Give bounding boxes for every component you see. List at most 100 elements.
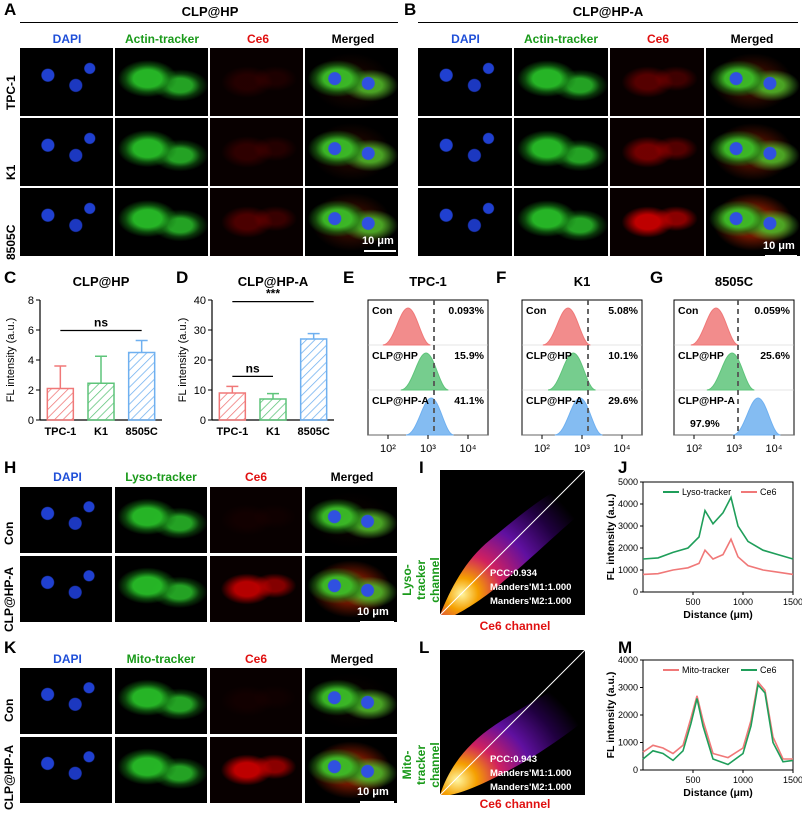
gridA-cell-r0-c3 xyxy=(305,48,398,116)
chart-M-ylabel: FL intensity (a.u.) xyxy=(605,672,617,759)
chart-C-ytick-label-2: 4 xyxy=(28,355,34,367)
chart-G-xtick-label-0: 10² xyxy=(686,443,702,455)
chart-E-series-name-1: CLP@HP xyxy=(372,350,418,362)
chart-J-xtick-label-0: 500 xyxy=(685,597,700,607)
chart-J-frame xyxy=(642,481,794,593)
chart-M-legend-label-0: Mito-tracker xyxy=(682,665,730,675)
gridB-cell-r2-c0 xyxy=(418,188,512,256)
gridH-cell-r1-c2 xyxy=(210,556,302,622)
panel-i-m2: Manders'M2:1.000 xyxy=(490,596,571,607)
panel-l-diagonal xyxy=(439,650,586,796)
panel-b-channel-ce6: Ce6 xyxy=(646,32,669,46)
chart-C-bar-2 xyxy=(127,351,156,421)
gridA-cell-r2-c0 xyxy=(20,188,113,256)
panel-a-title: CLP@HP xyxy=(181,4,239,19)
panel-b-scale-bar xyxy=(765,255,797,257)
panel-a-scale-label: 10 μm xyxy=(362,235,394,247)
chart-D-ylabel: FL intensity (a.u.) xyxy=(177,318,189,403)
gridK-cell-r0-c1 xyxy=(115,668,207,734)
panel-h-channel-merged: Merged xyxy=(330,470,374,484)
chart-D-ytick-label-0: 0 xyxy=(200,415,206,427)
panel-l-pcc: PCC:0.943 xyxy=(490,754,537,765)
gridH-cell-r1-c0 xyxy=(20,556,112,622)
gridK-cell-r0-c0 xyxy=(20,668,112,734)
panel-h-channel-lyso: Lyso-tracker xyxy=(125,470,197,484)
chart-d: CLP@HP-A 0 10 20 30 40 FL intensity (a.u.) TPC-… xyxy=(177,274,334,438)
chart-G-series-name-1: CLP@HP xyxy=(678,350,724,362)
panel-i-m1: Manders'M1:1.000 xyxy=(490,582,571,593)
panel-b-divider xyxy=(418,22,798,23)
panel-label-a: A xyxy=(4,0,17,19)
chart-F-series-name-0: Con xyxy=(526,305,546,317)
chart-G-title: 8505C xyxy=(715,274,754,289)
gridK-cell-r1-c2 xyxy=(210,737,302,803)
panel-l-scatter: PCC:0.943 Manders'M1:1.000 Manders'M2:1.… xyxy=(439,650,586,796)
chart-F-title: K1 xyxy=(574,274,591,289)
panel-label-l: L xyxy=(419,638,430,657)
chart-E-title: TPC-1 xyxy=(409,274,447,289)
gridB-cell-r0-c0 xyxy=(418,48,512,116)
chart-E-xtick-label-1: 10³ xyxy=(420,443,436,455)
panel-label-m: M xyxy=(618,638,633,657)
panel-k-channel-mito: Mito-tracker xyxy=(126,652,196,666)
chart-C-ylabel: FL intensity (a.u.) xyxy=(5,318,17,403)
panel-label-k: K xyxy=(4,638,17,657)
panel-label-h: H xyxy=(4,458,17,477)
chart-M-ytick-label-2: 2000 xyxy=(618,710,638,720)
chart-G-xtick-label-2: 10⁴ xyxy=(766,443,783,455)
panel-i-ylabel: Lyso-tracker channel xyxy=(400,557,442,603)
row-label-8505c: 8505C xyxy=(4,224,18,260)
panel-l-xlabel: Ce6 channel xyxy=(479,797,551,811)
gridA-cell-r0-c1 xyxy=(115,48,208,116)
row-label-k-clphpa: CLP@HP-A xyxy=(2,744,16,810)
chart-F-xtick-label-0: 10² xyxy=(534,443,550,455)
panel-i-density xyxy=(440,475,585,615)
chart-F-hist-0 xyxy=(542,307,591,346)
chart-M-series-1 xyxy=(642,682,794,766)
gridK-cell-r1-c0 xyxy=(20,737,112,803)
panel-label-f: F xyxy=(496,268,507,287)
chart-J-xtick-label-2: 1500 xyxy=(783,597,802,607)
chart-E-hist-2 xyxy=(405,397,454,436)
panel-i-diagonal xyxy=(439,470,586,616)
row-label-k-con: Con xyxy=(2,698,16,722)
chart-G-hist-2 xyxy=(732,397,781,436)
chart-M-legend-label-1: Ce6 xyxy=(760,665,777,675)
panel-label-b: B xyxy=(404,0,417,19)
row-label-tpc1: TPC-1 xyxy=(4,75,18,110)
panel-b-channel-merged: Merged xyxy=(730,32,774,46)
chart-D-bar-2 xyxy=(299,338,328,421)
chart-G-xtick-label-1: 10³ xyxy=(726,443,742,455)
gridH-cell-r0-c0 xyxy=(20,487,112,553)
panel-b-channel-dapi: DAPI xyxy=(451,32,480,46)
chart-G-pct-0: 0.059% xyxy=(754,305,790,317)
gridK-cell-r0-c3 xyxy=(305,668,397,734)
gridH-cell-r0-c1 xyxy=(115,487,207,553)
panel-h-channel-ce6: Ce6 xyxy=(244,470,267,484)
panel-k-channel-dapi: DAPI xyxy=(53,652,82,666)
panel-h-scale-label: 10 μm xyxy=(357,606,389,618)
chart-J-series-1 xyxy=(642,537,794,576)
chart-J-ytick-label-3: 3000 xyxy=(618,521,638,531)
chart-D-bar-0 xyxy=(218,392,247,421)
chart-J-legend-label-1: Ce6 xyxy=(760,487,777,497)
gridA-cell-r1-c3 xyxy=(305,118,398,186)
chart-D-xtick-label-2: 8505C xyxy=(297,426,329,438)
panel-a-channel-ce6: Ce6 xyxy=(246,32,269,46)
chart-F-xtick-label-1: 10³ xyxy=(574,443,590,455)
chart-F-series-name-2: CLP@HP-A xyxy=(526,395,583,407)
chart-C-xtick-label-1: K1 xyxy=(94,426,108,438)
gridH-cell-r0-c2 xyxy=(210,487,302,553)
chart-M-series-0 xyxy=(642,680,793,760)
chart-D-xtick-label-1: K1 xyxy=(266,426,280,438)
chart-M-ytick-label-3: 3000 xyxy=(618,683,638,693)
panel-label-c: C xyxy=(4,268,17,287)
panel-i-scatter: PCC:0.934 Manders'M1:1.000 Manders'M2:1.… xyxy=(439,470,586,616)
chart-G-pct-1: 25.6% xyxy=(760,350,790,362)
chart-J-ytick-label-0: 0 xyxy=(633,587,638,597)
panel-h-scale-bar xyxy=(360,621,394,623)
gridK-cell-r1-c1 xyxy=(115,737,207,803)
chart-J-legend-label-0: Lyso-tracker xyxy=(682,487,731,497)
chart-j: 0 1000 2000 3000 4000 5000 500 1000 1500 Distance… xyxy=(605,477,802,621)
chart-J-xlabel: Distance (μm) xyxy=(683,609,752,621)
